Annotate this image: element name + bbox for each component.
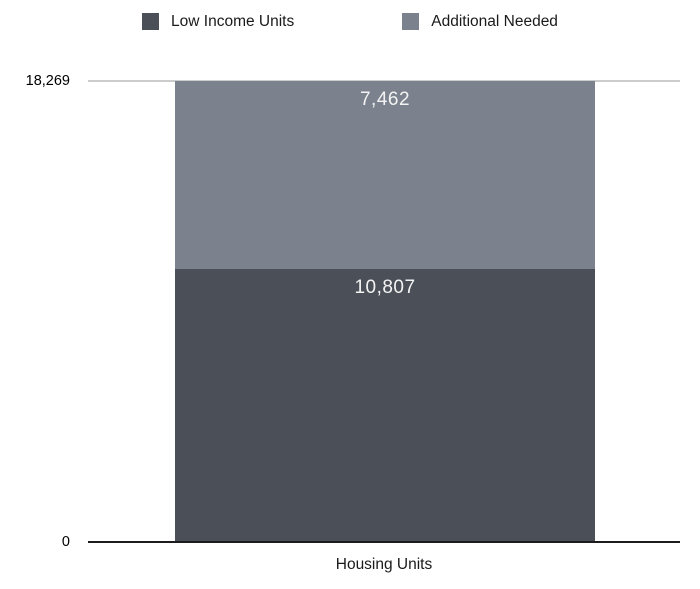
bar-segment-low-income-units[interactable]: 10,807 [175, 268, 595, 541]
bar-segment-additional-needed[interactable]: 7,462 [175, 81, 595, 269]
bar-value-label-low-income-units: 10,807 [354, 276, 416, 298]
bar-value-label-additional-needed: 7,462 [359, 89, 411, 110]
legend-item-additional-needed[interactable]: Additional Needed [402, 13, 558, 30]
legend-swatch-low-income-units [142, 13, 160, 30]
legend-label-low-income-units: Low Income Units [171, 13, 295, 30]
x-axis-title: Housing Units [335, 556, 433, 573]
bar-housing-units: 7,462 10,807 [175, 81, 595, 541]
legend-swatch-additional-needed [402, 13, 420, 30]
y-tick-label-zero: 0 [61, 534, 70, 550]
x-axis-line [88, 541, 680, 543]
y-tick-label-max: 18,269 [25, 73, 70, 89]
chart-legend: Low Income Units Additional Needed [0, 13, 700, 30]
legend-label-additional-needed: Additional Needed [431, 13, 558, 30]
legend-item-low-income-units[interactable]: Low Income Units [142, 13, 294, 30]
